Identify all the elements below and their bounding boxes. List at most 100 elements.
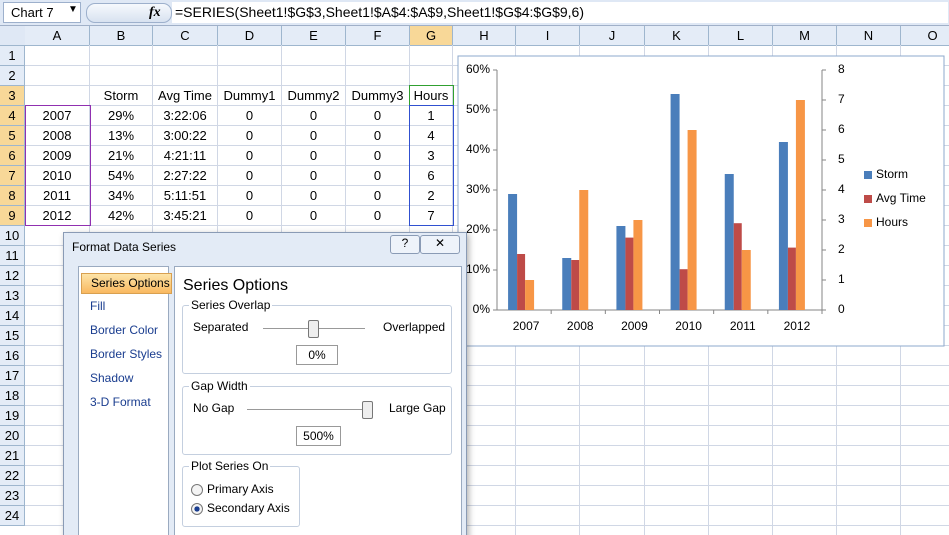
radio-selected[interactable] [191,503,203,515]
bar [671,94,680,310]
input-text: 500% [303,429,334,443]
column-header: H [453,26,516,46]
cell: 0 [282,206,345,226]
cell: 3:00:22 [153,126,217,146]
row-header: 3 [0,86,25,106]
column-header: D [218,26,282,46]
corner [0,26,26,46]
column-header: J [580,26,645,46]
slider-thumb[interactable] [362,401,373,419]
name-box-text: Chart 7 [11,5,54,20]
row-header: 8 [0,186,25,206]
panel-heading: Series Options [183,277,288,295]
row-header: 22 [0,466,25,486]
row-header: 9 [0,206,25,226]
bar [571,260,579,310]
column-header: M [773,26,837,46]
cell: 5:11:51 [153,186,217,206]
help-text: ? [402,236,409,250]
name-range [409,85,454,106]
cell: 0 [346,106,409,126]
group-label: Series Overlap [189,298,272,312]
y2-tick-label: 7 [838,92,845,106]
name-box[interactable]: Chart 7 ▼ [3,2,81,23]
nav-item[interactable]: Border Styles [90,345,162,364]
formula-input[interactable]: =SERIES(Sheet1!$G$3,Sheet1!$A$4:$A$9,She… [172,2,948,23]
gap-input[interactable]: 500% [296,426,341,446]
bar [562,258,571,310]
radio-label[interactable]: Secondary Axis [207,501,290,515]
x-tick-label: 2008 [567,319,594,333]
bar [734,223,742,310]
value-range [409,105,454,226]
y-tick-label: 30% [466,182,490,196]
cell: 0 [346,146,409,166]
cell: 0 [218,206,281,226]
row-header: 19 [0,406,25,426]
y2-tick-label: 4 [838,182,845,196]
nav-item-selected[interactable]: Series Options [81,273,172,294]
column-header: F [346,26,410,46]
legend-swatch [864,195,872,203]
cell: 2:27:22 [153,166,217,186]
help-button[interactable]: ? [390,235,420,254]
column-header: O [901,26,949,46]
function-button[interactable]: fx [86,3,172,23]
nav-list: Series Options Fill Border Color Border Sty… [78,266,169,535]
cell: 0 [346,166,409,186]
bar [779,142,788,310]
slider-max-label: Large Gap [389,401,446,415]
column-header: A [25,26,90,46]
cell: 13% [90,126,152,146]
nav-item[interactable]: 3-D Format [90,393,151,412]
y-tick-label: 20% [466,222,490,236]
formula-text: =SERIES(Sheet1!$G$3,Sheet1!$A$4:$A$9,She… [175,4,584,20]
y2-tick-label: 3 [838,212,845,226]
cell: 0 [218,126,281,146]
slider-thumb[interactable] [308,320,319,338]
row-header: 12 [0,266,25,286]
y2-tick-label: 5 [838,152,845,166]
overlap-input[interactable]: 0% [296,345,338,365]
x-tick-label: 2009 [621,319,648,333]
row-header: 5 [0,126,25,146]
cell: 0 [346,206,409,226]
nav-item[interactable]: Border Color [90,321,158,340]
slider-max-label: Overlapped [383,320,445,334]
row-header: 7 [0,166,25,186]
radio[interactable] [191,484,203,496]
options-panel: Series Options Series Overlap Separated … [174,266,462,535]
y-tick-label: 0% [473,302,491,316]
group-label: Plot Series On [189,459,270,473]
format-dialog: Format Data Series ? ✕ Series Options Fil… [63,232,467,535]
bar [517,254,525,310]
dialog-title: Format Data Series [72,240,176,254]
legend-label: Storm [876,167,908,181]
cell: 34% [90,186,152,206]
nav-item[interactable]: Fill [90,297,105,316]
plot-on-group: Plot Series On Primary Axis Secondary Ax… [182,466,300,527]
dropdown-arrow[interactable]: ▼ [68,4,78,15]
y-tick-label: 60% [466,62,490,76]
cell: Avg Time [153,86,217,106]
cell: 0 [282,186,345,206]
legend-swatch [864,171,872,179]
bar [633,220,642,310]
cell: 54% [90,166,152,186]
close-button[interactable]: ✕ [420,235,460,254]
row-header: 4 [0,106,25,126]
radio-label[interactable]: Primary Axis [207,482,274,496]
bar [525,280,534,310]
cell: Storm [90,86,152,106]
cell: 0 [218,106,281,126]
row-header: 14 [0,306,25,326]
bar [616,226,625,310]
chart[interactable]: 0%10%20%30%40%50%60%01234567820072008200… [456,53,946,349]
cell: Dummy2 [282,86,345,106]
row-header: 20 [0,426,25,446]
x-tick-label: 2012 [784,319,811,333]
cell: 3:22:06 [153,106,217,126]
cell: 0 [346,126,409,146]
nav-item[interactable]: Shadow [90,369,133,388]
